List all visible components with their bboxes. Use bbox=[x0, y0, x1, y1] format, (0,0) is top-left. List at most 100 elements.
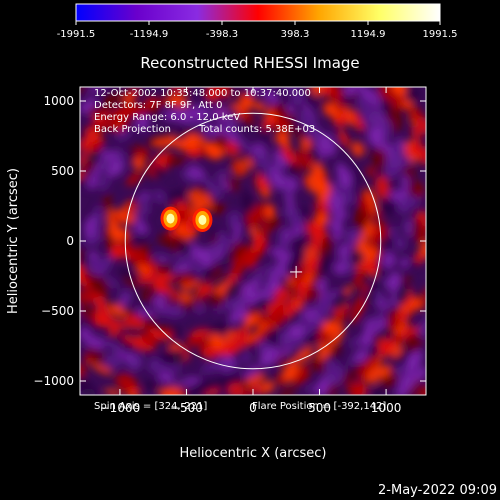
heatmap-blob bbox=[87, 173, 99, 190]
heatmap-blob bbox=[167, 379, 191, 389]
plot-area bbox=[79, 86, 427, 396]
heatmap-blob bbox=[315, 212, 330, 226]
heatmap-blob bbox=[293, 234, 306, 251]
heatmap-blob bbox=[170, 291, 181, 299]
heatmap-blob bbox=[392, 142, 405, 161]
heatmap-blob bbox=[349, 302, 364, 325]
heatmap-blob bbox=[402, 218, 412, 234]
y-tick-label: 500 bbox=[51, 164, 74, 178]
heatmap-blob bbox=[253, 151, 271, 170]
heatmap-blob bbox=[129, 386, 141, 395]
heatmap-blob bbox=[418, 316, 426, 338]
heatmap-blob bbox=[224, 280, 243, 298]
heatmap-blob bbox=[400, 256, 409, 270]
heatmap-blob bbox=[372, 310, 384, 330]
heatmap-blob bbox=[101, 338, 123, 352]
heatmap-blob bbox=[398, 371, 417, 393]
heatmap-blob bbox=[218, 238, 233, 255]
heatmap-blob bbox=[317, 256, 330, 273]
heatmap-blob bbox=[259, 321, 268, 331]
heatmap-blob bbox=[265, 204, 275, 220]
heatmap-blob bbox=[259, 380, 275, 394]
heatmap-blob bbox=[273, 287, 290, 304]
heatmap-blob bbox=[414, 252, 425, 264]
colorbar-tick-label: -1194.9 bbox=[130, 29, 169, 40]
heatmap-blob bbox=[298, 110, 317, 131]
heatmap-blob bbox=[213, 299, 234, 313]
heatmap-blob bbox=[108, 302, 127, 318]
heatmap-blob bbox=[87, 335, 105, 350]
heatmap-blob bbox=[235, 136, 253, 154]
heatmap-blob bbox=[257, 340, 271, 353]
annotation-energy-range: Energy Range: 6.0 - 12.0 keV bbox=[94, 112, 240, 123]
heatmap-blob bbox=[374, 175, 391, 199]
heatmap-blob bbox=[120, 101, 139, 116]
heatmap-blob bbox=[260, 220, 270, 237]
heatmap-blob bbox=[377, 328, 388, 340]
heatmap-blob bbox=[219, 340, 240, 356]
heatmap-blob bbox=[274, 116, 291, 134]
heatmap-blob bbox=[85, 285, 99, 299]
heatmap-blob bbox=[119, 289, 131, 301]
heatmap-blob bbox=[126, 171, 143, 187]
annotation-method: Back Projection bbox=[94, 124, 171, 135]
heatmap-blob bbox=[151, 253, 172, 265]
heatmap-blob bbox=[239, 350, 251, 364]
heatmap-blob bbox=[120, 237, 132, 249]
heatmap-blob bbox=[331, 109, 341, 120]
heatmap-blob bbox=[168, 87, 190, 95]
heatmap-blob bbox=[103, 95, 116, 108]
heatmap-blob bbox=[267, 216, 281, 231]
heatmap-blob bbox=[201, 266, 216, 279]
colorbar-tick-label: -1991.5 bbox=[57, 29, 96, 40]
heatmap-blob bbox=[349, 249, 365, 266]
heatmap-blob bbox=[202, 140, 216, 152]
heatmap-blob bbox=[323, 358, 338, 374]
heatmap-blob bbox=[107, 317, 129, 330]
heatmap-blob bbox=[271, 174, 286, 190]
heatmap-blob bbox=[355, 348, 369, 364]
heatmap-blob bbox=[227, 382, 244, 395]
heatmap-blob bbox=[91, 363, 113, 375]
heatmap-blob bbox=[320, 87, 332, 97]
heatmap-blob bbox=[143, 380, 159, 391]
heatmap-blob bbox=[283, 349, 300, 364]
heatmap-blob bbox=[337, 129, 349, 147]
heatmap-blob bbox=[231, 160, 245, 177]
heatmap-blob bbox=[244, 253, 254, 265]
heatmap-blob bbox=[80, 327, 92, 341]
heatmap-blob bbox=[282, 364, 297, 379]
heatmap-blob bbox=[80, 384, 98, 395]
heatmap-blob bbox=[353, 208, 368, 231]
heatmap-image bbox=[80, 87, 426, 395]
heatmap-blob bbox=[364, 200, 371, 213]
heatmap-blob bbox=[89, 140, 101, 152]
heatmap-blob bbox=[119, 267, 140, 284]
heatmap-blob bbox=[341, 191, 355, 206]
footer-date: 2-May-2022 09:09 bbox=[378, 483, 497, 498]
heatmap-blob bbox=[241, 194, 255, 213]
heatmap-blob bbox=[360, 333, 373, 348]
heatmap-blob bbox=[84, 347, 105, 363]
heatmap-blob bbox=[269, 269, 279, 283]
heatmap-blob bbox=[272, 303, 285, 317]
heatmap-blob bbox=[366, 366, 383, 385]
heatmap-blob bbox=[232, 221, 242, 245]
heatmap-blob bbox=[170, 111, 192, 122]
heatmap-blob bbox=[154, 189, 166, 204]
heatmap-blob bbox=[280, 332, 293, 346]
heatmap-blob bbox=[119, 246, 133, 262]
heatmap-blob bbox=[226, 179, 240, 192]
y-tick-label: −1000 bbox=[33, 374, 74, 388]
heatmap-blob bbox=[158, 304, 178, 316]
heatmap-blob bbox=[394, 282, 411, 305]
heatmap-blob bbox=[394, 237, 407, 251]
heatmap-blob bbox=[196, 283, 215, 296]
bright-source-core bbox=[166, 213, 175, 224]
heatmap-blob bbox=[115, 350, 136, 361]
heatmap-blob bbox=[252, 297, 267, 312]
heatmap-blob bbox=[100, 260, 112, 272]
heatmap-blob bbox=[243, 314, 258, 328]
heatmap-blob bbox=[210, 202, 227, 215]
heatmap-blob bbox=[329, 342, 342, 356]
